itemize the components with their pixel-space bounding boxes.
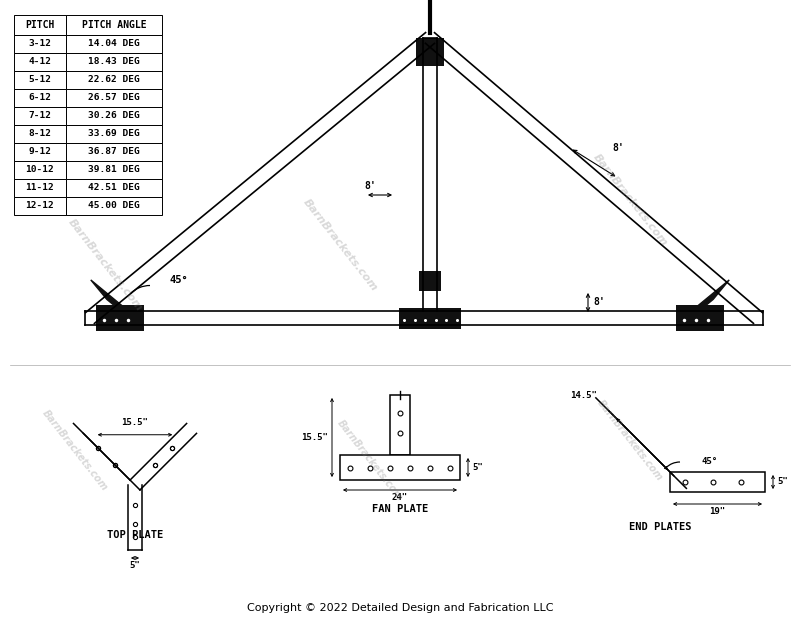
- Text: 11-12: 11-12: [26, 184, 54, 192]
- Text: 14.5": 14.5": [570, 391, 598, 400]
- Text: 45°: 45°: [702, 457, 718, 466]
- Bar: [14, 179, 66, 197]
- Bar: [66, 53, 162, 71]
- Text: 8': 8': [593, 297, 605, 307]
- Text: 5": 5": [130, 561, 140, 570]
- Bar: [66, 71, 162, 89]
- Text: 8': 8': [612, 143, 624, 153]
- Text: TOP PLATE: TOP PLATE: [107, 530, 163, 540]
- Text: 42.51 DEG: 42.51 DEG: [88, 184, 140, 192]
- Text: 12-12: 12-12: [26, 201, 54, 211]
- Text: 14.04 DEG: 14.04 DEG: [88, 40, 140, 48]
- Text: 5": 5": [777, 478, 788, 486]
- Text: 26.57 DEG: 26.57 DEG: [88, 93, 140, 103]
- Text: 30.26 DEG: 30.26 DEG: [88, 111, 140, 121]
- Bar: [66, 125, 162, 143]
- Bar: [14, 107, 66, 125]
- Bar: [66, 143, 162, 161]
- Text: 9-12: 9-12: [29, 148, 51, 156]
- Bar: [66, 15, 162, 35]
- Bar: [390, 395, 410, 455]
- Bar: [14, 161, 66, 179]
- Bar: [14, 125, 66, 143]
- Text: 3-12: 3-12: [29, 40, 51, 48]
- Bar: [14, 15, 66, 35]
- Text: 5": 5": [472, 463, 482, 472]
- Bar: [419, 271, 442, 291]
- Text: 39.81 DEG: 39.81 DEG: [88, 166, 140, 174]
- Text: 18.43 DEG: 18.43 DEG: [88, 57, 140, 67]
- Text: 22.62 DEG: 22.62 DEG: [88, 75, 140, 85]
- Text: 7-12: 7-12: [29, 111, 51, 121]
- Bar: [416, 38, 444, 66]
- Text: FAN PLATE: FAN PLATE: [372, 504, 428, 514]
- Bar: [14, 197, 66, 215]
- Text: Copyright © 2022 Detailed Design and Fabrication LLC: Copyright © 2022 Detailed Design and Fab…: [246, 603, 554, 613]
- Text: BarnBrackets.com: BarnBrackets.com: [301, 197, 379, 293]
- Text: BarnBrackets.com: BarnBrackets.com: [595, 397, 665, 483]
- Bar: [66, 161, 162, 179]
- Text: 10-12: 10-12: [26, 166, 54, 174]
- Text: 45.00 DEG: 45.00 DEG: [88, 201, 140, 211]
- Text: 36.87 DEG: 36.87 DEG: [88, 148, 140, 156]
- Bar: [66, 35, 162, 53]
- Bar: [14, 143, 66, 161]
- Bar: [14, 53, 66, 71]
- Polygon shape: [681, 280, 730, 326]
- Bar: [66, 107, 162, 125]
- Bar: [14, 89, 66, 107]
- Bar: [676, 305, 724, 331]
- Bar: [399, 308, 461, 329]
- Text: 24": 24": [392, 493, 408, 502]
- Text: 15.5": 15.5": [122, 418, 149, 427]
- Text: 45°: 45°: [170, 275, 189, 285]
- Text: BarnBrackets.com: BarnBrackets.com: [335, 418, 405, 502]
- Text: 4-12: 4-12: [29, 57, 51, 67]
- Text: BarnBrackets.com: BarnBrackets.com: [40, 408, 110, 493]
- Bar: [66, 89, 162, 107]
- Text: 5-12: 5-12: [29, 75, 51, 85]
- Bar: [14, 71, 66, 89]
- Bar: [96, 305, 144, 331]
- Bar: [66, 197, 162, 215]
- Text: PITCH ANGLE: PITCH ANGLE: [82, 20, 146, 30]
- Bar: [670, 472, 765, 492]
- Text: PITCH: PITCH: [26, 20, 54, 30]
- Bar: [340, 455, 460, 480]
- Text: 15.5": 15.5": [301, 433, 328, 442]
- Text: BarnBrackets.com: BarnBrackets.com: [66, 217, 144, 313]
- Text: 6-12: 6-12: [29, 93, 51, 103]
- Polygon shape: [90, 280, 139, 326]
- Text: END PLATES: END PLATES: [629, 522, 691, 532]
- Text: 33.69 DEG: 33.69 DEG: [88, 130, 140, 138]
- Text: 8-12: 8-12: [29, 130, 51, 138]
- Bar: [66, 179, 162, 197]
- Text: 19": 19": [710, 507, 726, 516]
- Bar: [14, 35, 66, 53]
- Text: 8': 8': [364, 181, 376, 191]
- Text: BarnBrackets.com: BarnBrackets.com: [591, 152, 669, 248]
